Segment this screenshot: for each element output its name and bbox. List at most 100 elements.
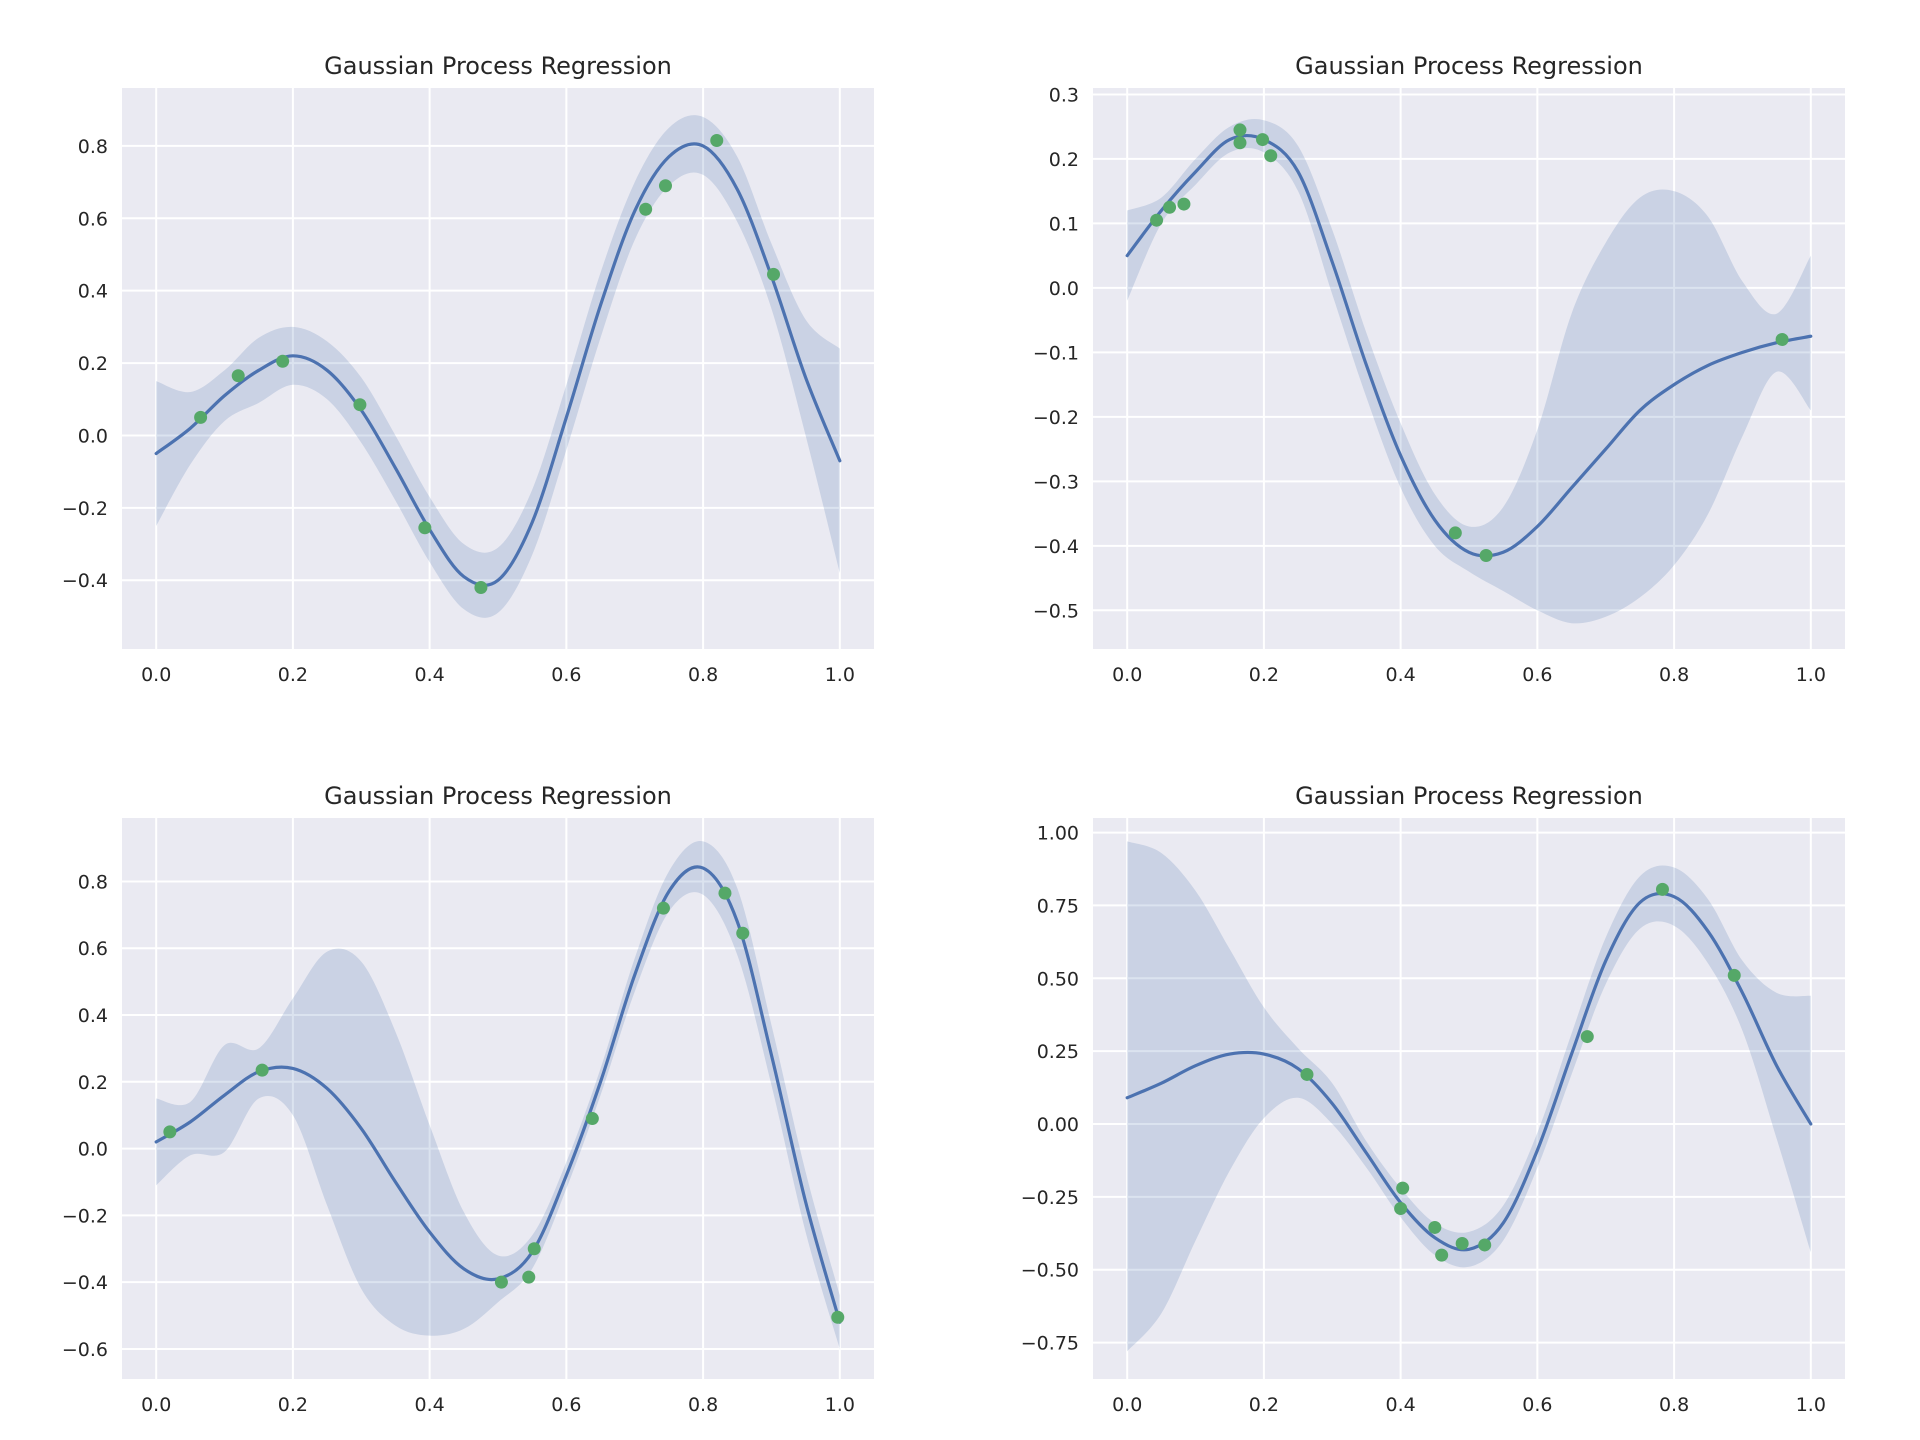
y-tick-label: 0.3 <box>1049 84 1079 106</box>
y-tick-label: −0.50 <box>1021 1260 1079 1282</box>
y-tick-label: −0.25 <box>1021 1187 1079 1209</box>
y-tick-label: 0.2 <box>78 353 108 375</box>
mean-line <box>1125 133 1813 558</box>
y-tick-label: 0.6 <box>78 208 108 230</box>
observation-point <box>1163 200 1177 214</box>
observation-point <box>474 580 488 594</box>
observation-point <box>1177 197 1191 211</box>
observation-point <box>522 1270 536 1284</box>
observation-point <box>1775 332 1789 346</box>
observation-point <box>1264 149 1278 163</box>
observation-point <box>276 354 290 368</box>
y-tick-label: 0.4 <box>78 1005 108 1027</box>
plot-area <box>1093 818 1845 1379</box>
observation-point <box>1448 526 1462 540</box>
x-tick-label: 1.0 <box>825 664 855 686</box>
observation-point <box>527 1242 541 1256</box>
observation-point <box>767 267 781 281</box>
y-tick-label: 0.00 <box>1037 1114 1079 1136</box>
observation-point <box>1580 1030 1594 1044</box>
confidence-band <box>1127 118 1811 624</box>
observation-point <box>656 901 670 915</box>
x-tick-label: 0.8 <box>688 1394 718 1416</box>
chart-title: Gaussian Process Regression <box>324 52 672 80</box>
y-tick-label: 0.50 <box>1037 968 1079 990</box>
x-tick-label: 0.4 <box>1386 664 1416 686</box>
y-tick-label: −0.2 <box>62 1205 108 1227</box>
observation-point <box>1435 1248 1449 1262</box>
x-tick-label: 0.2 <box>1249 664 1279 686</box>
y-tick-label: 0.0 <box>1049 278 1079 300</box>
y-tick-label: 0.0 <box>78 425 108 447</box>
observation-point <box>1455 1236 1469 1250</box>
plot-area <box>1093 88 1845 649</box>
confidence-band <box>156 115 840 618</box>
observation-point <box>1727 968 1741 982</box>
observation-point <box>1256 133 1270 147</box>
y-tick-label: 0.6 <box>78 938 108 960</box>
y-tick-label: 0.2 <box>78 1072 108 1094</box>
x-tick-label: 0.0 <box>141 1394 171 1416</box>
confidence-band <box>156 841 840 1349</box>
y-tick-label: 0.8 <box>78 871 108 893</box>
observation-point <box>255 1063 269 1077</box>
x-tick-label: 1.0 <box>1796 664 1826 686</box>
y-tick-label: 0.4 <box>78 281 108 303</box>
observation-point <box>1478 1238 1492 1252</box>
observation-point <box>736 926 750 940</box>
x-tick-label: 0.8 <box>1659 664 1689 686</box>
y-tick-label: −0.75 <box>1021 1333 1079 1355</box>
chart-panel-2: 0.0 0.2 0.4 0.6 0.8 1.0 −0.5 −0.4 −0.3 −0.2 −0.1 0.… <box>1033 52 1845 686</box>
observation-point <box>1394 1202 1408 1216</box>
observation-point <box>718 886 732 900</box>
observation-point <box>194 410 208 424</box>
x-tick-label: 1.0 <box>825 1394 855 1416</box>
observation-point <box>585 1112 599 1126</box>
x-tick-label: 0.0 <box>141 664 171 686</box>
chart-panel-4: 0.0 0.2 0.4 0.6 0.8 1.0 −0.75 −0.50 −0.25 0.00 0.2… <box>1021 782 1845 1416</box>
x-tick-label: 0.8 <box>688 664 718 686</box>
y-tick-label: 0.25 <box>1037 1041 1079 1063</box>
y-tick-label: 0.2 <box>1049 149 1079 171</box>
observation-point <box>658 179 672 193</box>
y-tick-label: 1.00 <box>1037 823 1079 845</box>
y-tick-label: −0.2 <box>62 498 108 520</box>
x-tick-label: 0.0 <box>1112 664 1142 686</box>
y-tick-label: 0.75 <box>1037 895 1079 917</box>
chart-title: Gaussian Process Regression <box>1295 52 1643 80</box>
y-tick-label: 0.0 <box>78 1139 108 1161</box>
x-tick-label: 0.8 <box>1659 1394 1689 1416</box>
x-tick-label: 0.2 <box>1249 1394 1279 1416</box>
x-tick-label: 0.6 <box>1522 1394 1552 1416</box>
y-tick-label: 0.8 <box>78 136 108 158</box>
chart-panel-3: 0.0 0.2 0.4 0.6 0.8 1.0 −0.6 −0.4 −0.2 0.0 0.2 0.4 0… <box>62 782 874 1416</box>
observation-point <box>831 1310 845 1324</box>
x-tick-label: 0.4 <box>1386 1394 1416 1416</box>
observation-point <box>1150 213 1164 227</box>
y-tick-label: −0.1 <box>1033 342 1079 364</box>
y-tick-label: −0.4 <box>1033 536 1079 558</box>
x-tick-label: 0.4 <box>415 1394 445 1416</box>
observation-point <box>163 1125 177 1139</box>
observation-point <box>353 398 367 412</box>
y-tick-label: −0.5 <box>1033 600 1079 622</box>
y-tick-label: −0.2 <box>1033 407 1079 429</box>
observation-point <box>494 1275 508 1289</box>
x-tick-label: 0.2 <box>278 1394 308 1416</box>
observation-point <box>710 133 724 147</box>
x-tick-label: 0.2 <box>278 664 308 686</box>
x-tick-label: 0.0 <box>1112 1394 1142 1416</box>
x-tick-label: 1.0 <box>1796 1394 1826 1416</box>
observation-point <box>1428 1220 1442 1234</box>
observation-point <box>1479 549 1493 562</box>
y-tick-label: 0.1 <box>1049 213 1079 235</box>
observation-point <box>1233 136 1247 150</box>
x-tick-label: 0.6 <box>551 1394 581 1416</box>
y-tick-label: −0.4 <box>62 1272 108 1294</box>
chart-panel-1: 0.0 0.2 0.4 0.6 0.8 1.0 −0.4 −0.2 0.0 0.2 0.4 0.6 0.… <box>62 52 874 686</box>
observation-point <box>639 202 653 216</box>
observation-point <box>1300 1067 1314 1081</box>
chart-title: Gaussian Process Regression <box>324 782 672 810</box>
x-tick-label: 0.6 <box>551 664 581 686</box>
